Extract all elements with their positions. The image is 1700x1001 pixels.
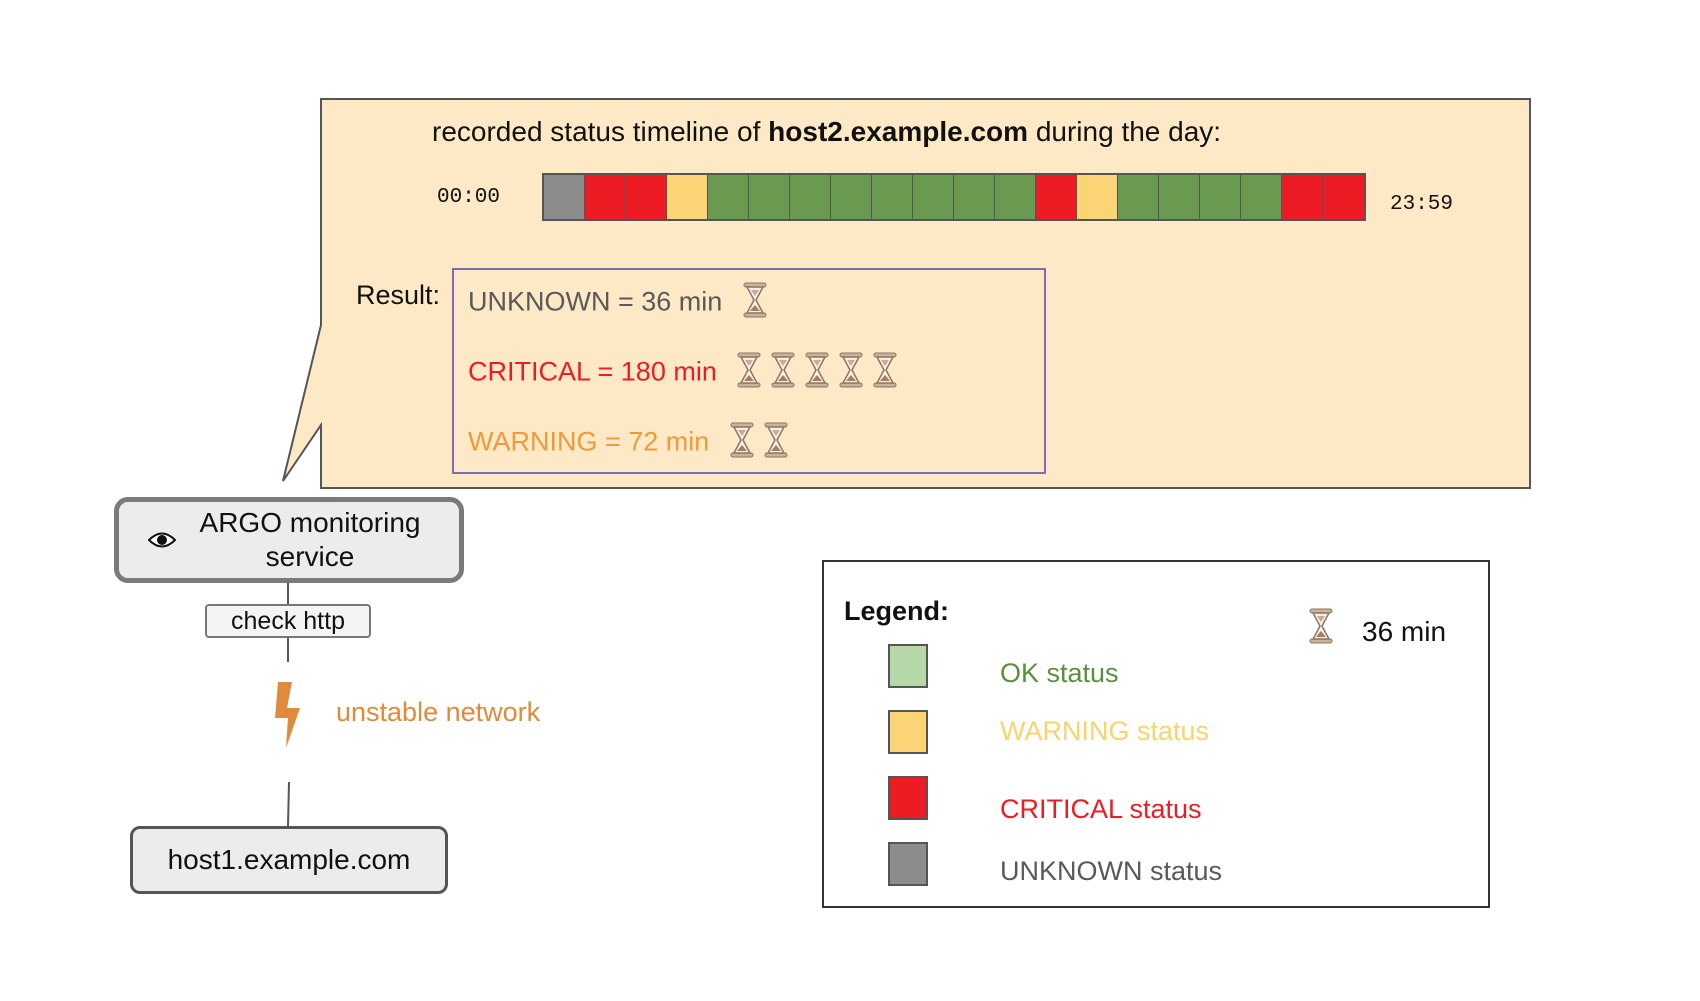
hourglass-icon — [742, 282, 768, 325]
legend-swatch-critical — [888, 776, 928, 820]
timeline-segment-ok — [1118, 175, 1159, 219]
hourglass-icon — [763, 422, 789, 465]
timeline-title: recorded status timeline of host2.exampl… — [432, 116, 1222, 147]
result-line-unknown: UNKNOWN = 36 min — [468, 282, 776, 325]
timeline-segment-ok — [831, 175, 872, 219]
result-text: CRITICAL = 180 min — [468, 356, 717, 387]
hourglass-icon — [838, 352, 864, 395]
hourglass-icon — [872, 352, 898, 395]
timeline-segment-ok — [995, 175, 1036, 219]
timeline-segment-ok — [708, 175, 749, 219]
check-http-label: check http — [205, 604, 371, 638]
timeline-segment-critical — [1323, 175, 1364, 219]
timeline-segment-critical — [1282, 175, 1323, 219]
hourglass-icon — [1308, 608, 1334, 649]
legend-label-warning: WARNING status — [1000, 716, 1210, 746]
time-end-label: 23:59 — [1390, 193, 1454, 216]
timeline-segment-ok — [1200, 175, 1241, 219]
timeline-segment-ok — [913, 175, 954, 219]
timeline-segment-unknown — [544, 175, 585, 219]
timeline-segment-ok — [749, 175, 790, 219]
unstable-network-label: unstable network — [336, 697, 541, 727]
legend-title: Legend: — [844, 596, 949, 626]
legend-swatch-ok — [888, 644, 928, 688]
legend: Legend: 36 min OK status WARNING status … — [822, 560, 1490, 908]
timeline-segment-warning — [1077, 175, 1118, 219]
timeline-segment-ok — [1159, 175, 1200, 219]
status-timeline — [542, 173, 1366, 221]
hourglass-icon — [736, 352, 762, 395]
timeline-segment-ok — [790, 175, 831, 219]
legend-label-ok: OK status — [1000, 658, 1119, 688]
result-line-warning: WARNING = 72 min — [468, 422, 797, 465]
legend-swatch-unknown — [888, 842, 928, 886]
result-box: UNKNOWN = 36 min CRITICAL = 180 min WARN… — [452, 268, 1046, 474]
hourglass-icon — [729, 422, 755, 465]
timeline-segment-critical — [626, 175, 667, 219]
host1-node: host1.example.com — [130, 826, 448, 894]
timeline-segment-ok — [954, 175, 995, 219]
timeline-segment-ok — [872, 175, 913, 219]
result-text: UNKNOWN = 36 min — [468, 286, 723, 317]
result-line-critical: CRITICAL = 180 min — [468, 352, 906, 395]
timeline-segment-critical — [1036, 175, 1077, 219]
legend-label-critical: CRITICAL status — [1000, 794, 1202, 824]
argo-monitoring-node: ARGO monitoring service — [114, 497, 464, 583]
argo-label: ARGO monitoring service — [199, 507, 421, 572]
result-label: Result: — [356, 280, 441, 310]
timeline-segment-critical — [585, 175, 626, 219]
timeline-segment-ok — [1241, 175, 1282, 219]
legend-glass-label: 36 min — [1362, 616, 1447, 647]
hourglass-icon — [770, 352, 796, 395]
legend-swatch-warning — [888, 710, 928, 754]
lightning-icon — [270, 680, 306, 755]
legend-label-unknown: UNKNOWN status — [1000, 856, 1223, 886]
eye-icon — [147, 523, 177, 557]
timeline-segment-warning — [667, 175, 708, 219]
time-start-label: 00:00 — [437, 186, 501, 209]
hourglass-icon — [804, 352, 830, 395]
result-text: WARNING = 72 min — [468, 426, 710, 457]
